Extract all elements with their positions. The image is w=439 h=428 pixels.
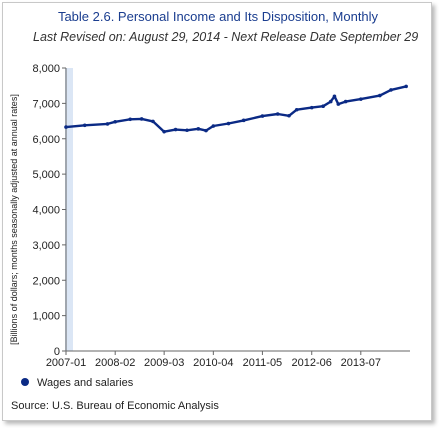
data-point xyxy=(260,114,265,118)
data-point xyxy=(185,128,189,133)
data-point xyxy=(64,125,68,129)
y-tick-label: 6,000 xyxy=(32,134,60,146)
y-tick-label: 5,000 xyxy=(32,169,60,181)
data-point xyxy=(128,117,133,122)
data-point xyxy=(309,105,314,110)
y-tick-label: 2,000 xyxy=(32,275,60,287)
data-point xyxy=(211,124,216,128)
x-tick-label: 2010-04 xyxy=(193,357,233,369)
data-point xyxy=(404,84,408,89)
x-tick-label: 2008-02 xyxy=(95,357,135,369)
source-note: Source: U.S. Bureau of Economic Analysis xyxy=(11,400,219,412)
data-point xyxy=(328,99,333,104)
data-point xyxy=(287,113,291,118)
data-point xyxy=(241,118,246,123)
data-point xyxy=(389,88,393,92)
data-point xyxy=(162,129,166,134)
x-tick-label: 2013-07 xyxy=(341,357,381,369)
data-point xyxy=(359,97,363,101)
y-axis-title: [Billions of dollars; months seasonally … xyxy=(9,94,19,345)
data-point xyxy=(139,117,144,121)
data-point xyxy=(105,122,110,126)
y-tick-label: 8,000 xyxy=(32,63,60,75)
data-point xyxy=(275,112,280,116)
data-point xyxy=(204,128,208,133)
data-point xyxy=(226,121,231,126)
x-tick-label: 2012-06 xyxy=(292,357,332,369)
legend-marker[interactable] xyxy=(21,378,29,386)
chart-title: Table 2.6. Personal Income and Its Dispo… xyxy=(57,9,379,24)
x-tick-label: 2011-05 xyxy=(243,357,283,369)
data-point xyxy=(294,107,299,112)
chart-subtitle: Last Revised on: August 29, 2014 - Next … xyxy=(33,30,419,44)
first-month-highlight xyxy=(65,68,73,351)
legend-label[interactable]: Wages and salaries xyxy=(37,377,134,389)
data-point xyxy=(173,127,178,132)
data-point xyxy=(321,104,325,109)
data-point xyxy=(196,127,201,131)
y-tick-label: 7,000 xyxy=(32,98,60,110)
data-point xyxy=(343,99,348,104)
data-point xyxy=(332,94,337,99)
y-tick-label: 3,000 xyxy=(32,240,60,252)
x-tick-label: 2007-01 xyxy=(46,357,86,369)
data-point xyxy=(378,93,382,98)
data-point xyxy=(82,123,87,128)
x-tick-label: 2009-03 xyxy=(144,357,184,369)
data-point xyxy=(151,119,155,124)
y-tick-label: 4,000 xyxy=(32,205,60,217)
data-point xyxy=(336,102,341,106)
data-point xyxy=(113,119,117,124)
series-line-wages-and-salaries xyxy=(65,85,407,133)
y-tick-label: 0 xyxy=(54,346,60,358)
y-tick-label: 1,000 xyxy=(32,311,60,323)
